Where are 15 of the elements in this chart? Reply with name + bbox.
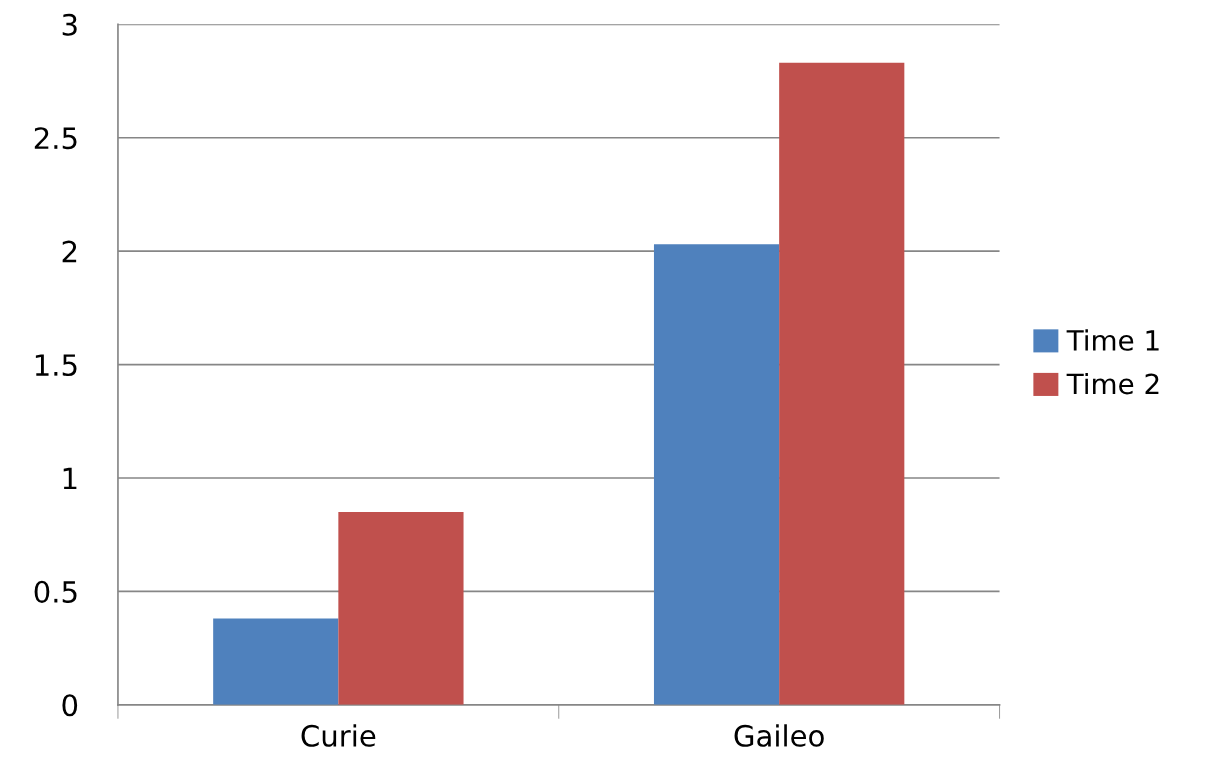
legend-label: Time 2 (1066, 372, 1159, 395)
y-tick-label: 0 (62, 694, 78, 717)
bar (779, 62, 905, 705)
bar (213, 618, 339, 705)
x-tick-label: Gaileo (734, 724, 824, 747)
legend-label: Time 1 (1066, 329, 1159, 351)
bar (338, 512, 464, 705)
y-tick-label: 3 (62, 13, 77, 36)
bar (653, 244, 780, 705)
y-tick-label: 2.5 (34, 127, 77, 150)
y-tick-label: 2 (62, 240, 77, 263)
y-tick-label: 1.5 (35, 354, 77, 377)
y-tick-label: 1 (63, 467, 77, 490)
x-tick-label: Curie (301, 724, 376, 747)
y-tick-label: 0.5 (34, 580, 77, 603)
